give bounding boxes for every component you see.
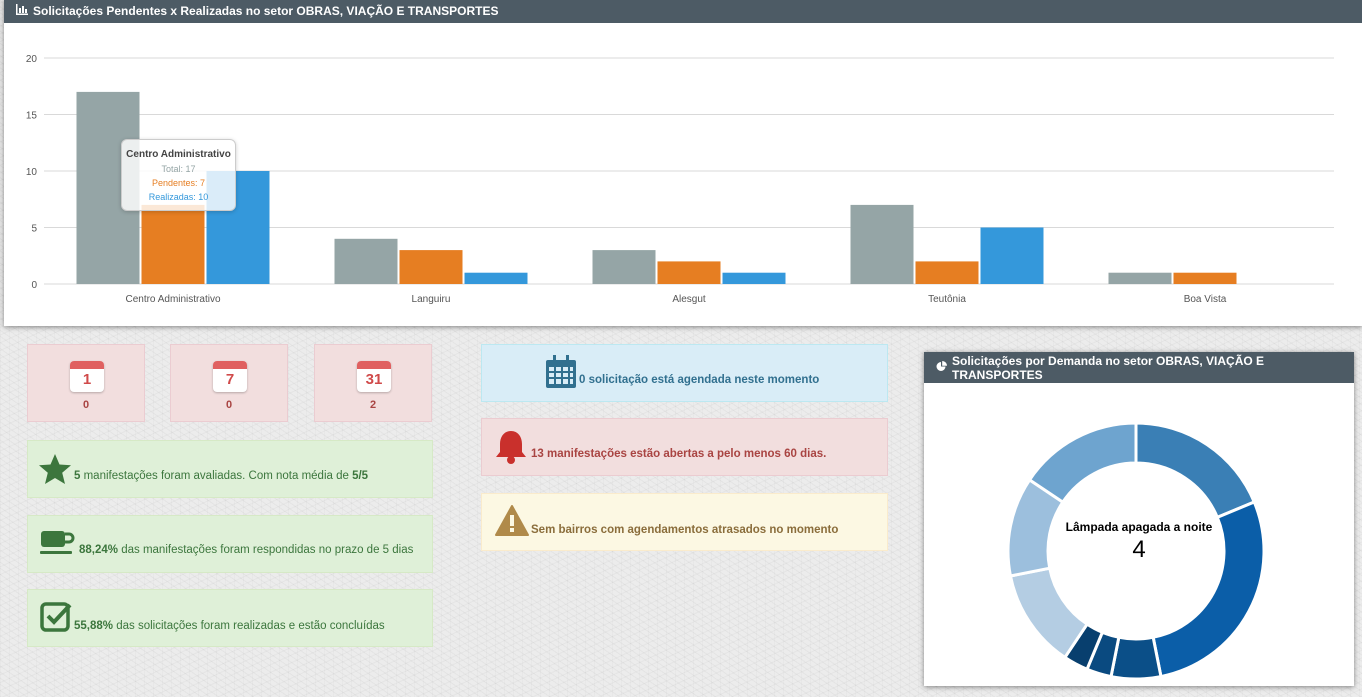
deadline-text: das manifestações foram respondidas no p… <box>118 544 414 556</box>
donut-chart <box>1006 421 1266 681</box>
chart-tooltip: Centro Administrativo Total: 17 Pendente… <box>121 139 236 211</box>
donut-center-label: Lâmpada apagada a noite <box>1065 520 1213 534</box>
donut-slice-1[interactable] <box>1134 421 1257 520</box>
coffee-cup-icon <box>40 529 76 560</box>
star-icon <box>38 453 72 488</box>
bar-realizadas <box>464 272 528 284</box>
chart-panel-title: Solicitações Pendentes x Realizadas no s… <box>33 4 499 18</box>
donut-panel: Solicitações por Demanda no setor OBRAS,… <box>924 352 1354 686</box>
bar-total <box>1108 272 1172 284</box>
bar-pendentes <box>657 261 721 284</box>
x-tick-label: Alesgut <box>672 294 706 305</box>
tooltip-pendentes: Pendentes: 7 <box>151 178 206 188</box>
scheduled-alert: 0 solicitação está agendada neste moment… <box>481 344 888 402</box>
scheduled-text: 0 solicitação está agendada neste moment… <box>579 374 820 386</box>
deadline-alert: 88,24% das manifestações foram respondid… <box>27 515 433 573</box>
bell-icon <box>495 429 527 468</box>
calendar-box-31-days[interactable]: 31 2 <box>314 344 432 422</box>
donut-center-value: 4 <box>1132 536 1146 563</box>
x-tick-label: Centro Administrativo <box>125 294 220 305</box>
done-text: das solicitações foram realizadas e estã… <box>113 620 385 632</box>
x-tick-label: Languiru <box>412 294 451 305</box>
calendar-icon <box>545 355 577 392</box>
donut-slice-6[interactable] <box>1008 566 1090 660</box>
open-manifestations-alert: 13 manifestações estão abertas a pelo me… <box>481 418 888 476</box>
y-tick-label: 15 <box>26 111 38 122</box>
x-tick-label: Teutônia <box>928 294 966 305</box>
chart-panel: Solicitações Pendentes x Realizadas no s… <box>4 0 1362 326</box>
done-alert: 55,88% das solicitações foram realizadas… <box>27 589 433 647</box>
y-tick-label: 5 <box>31 224 37 235</box>
rated-average: 5/5 <box>352 470 369 482</box>
rated-count: 5 <box>74 470 81 482</box>
bar-pendentes <box>399 250 463 284</box>
checkbox-checked-icon <box>40 601 74 636</box>
bar-chart-icon <box>16 4 28 18</box>
calendar-box-7-days[interactable]: 7 0 <box>170 344 288 422</box>
calendar-count: 0 <box>82 399 90 411</box>
y-tick-label: 0 <box>31 280 37 291</box>
calendar-count: 2 <box>369 399 377 411</box>
bar-realizadas <box>980 227 1044 284</box>
tooltip-title: Centro Administrativo <box>126 149 231 160</box>
y-tick-label: 20 <box>26 54 38 65</box>
donut-panel-title: Solicitações por Demanda no setor OBRAS,… <box>952 353 1265 382</box>
x-tick-label: Boa Vista <box>1184 294 1227 305</box>
calendar-count: 0 <box>225 399 233 411</box>
bar-pendentes <box>915 261 979 284</box>
warning-icon <box>494 504 530 541</box>
calendar-day: 31 <box>365 371 383 388</box>
calendar-day: 7 <box>225 371 235 388</box>
bar-total <box>592 250 656 284</box>
bar-chart: 0 5 10 15 20 Centro Administrativo Languiru Ale… <box>26 54 1334 305</box>
chart-panel-header: Solicitações Pendentes x Realizadas no s… <box>4 0 1362 23</box>
bar-pendentes <box>1173 272 1237 284</box>
deadline-percent: 88,24% <box>79 544 119 556</box>
calendar-icon: 31 <box>357 361 391 392</box>
tooltip-total: Total: 17 <box>161 164 196 174</box>
done-percent: 55,88% <box>74 620 114 632</box>
y-tick-label: 10 <box>26 167 38 178</box>
open-manifestations-text: 13 manifestações estão abertas a pelo me… <box>531 448 827 460</box>
late-schedule-text: Sem bairros com agendamentos atrasados n… <box>531 524 839 536</box>
late-schedule-alert: Sem bairros com agendamentos atrasados n… <box>481 493 888 551</box>
bar-realizadas <box>722 272 786 284</box>
calendar-icon: 7 <box>213 361 247 392</box>
tooltip-realizadas: Realizadas: 10 <box>148 192 209 202</box>
rated-text: manifestações foram avaliadas. Com nota … <box>80 470 353 482</box>
donut-panel-header: Solicitações por Demanda no setor OBRAS,… <box>924 352 1354 383</box>
calendar-icon: 1 <box>70 361 104 392</box>
donut-slice-8[interactable] <box>1027 421 1138 505</box>
calendar-box-1-day[interactable]: 1 0 <box>27 344 145 422</box>
bar-pendentes <box>141 204 205 284</box>
pie-chart-icon <box>936 360 947 375</box>
bar-total <box>850 204 914 284</box>
calendar-day: 1 <box>82 371 92 388</box>
rated-alert: 5 manifestações foram avaliadas. Com not… <box>27 440 433 498</box>
bar-total <box>334 238 398 284</box>
